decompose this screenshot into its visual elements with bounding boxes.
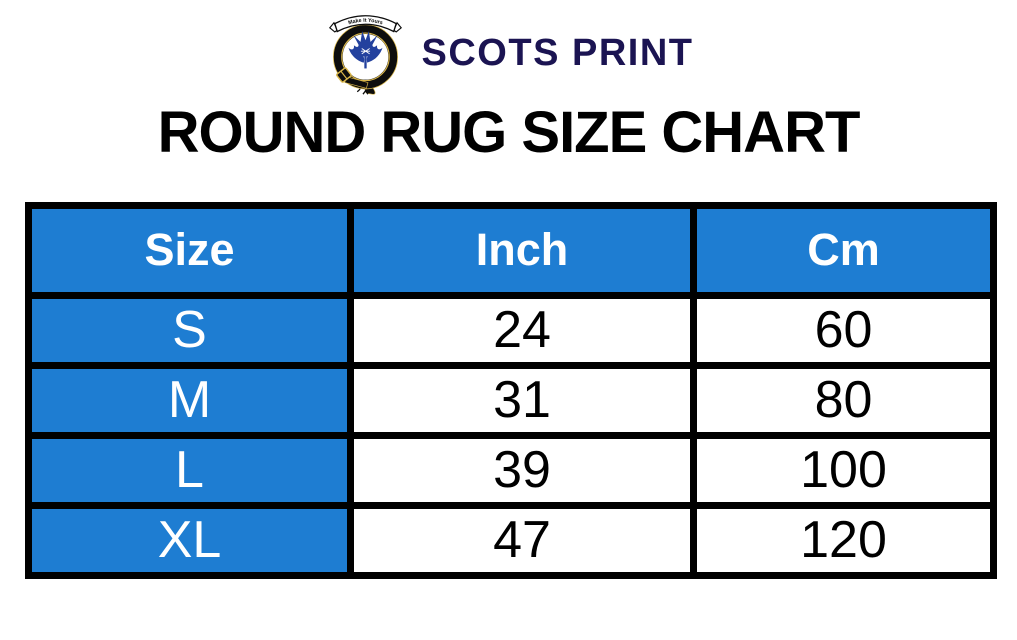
svg-text:Make It Yours: Make It Yours [347,17,383,26]
size-label: XL [25,501,354,579]
inch-value: 31 [347,361,697,439]
page-title: ROUND RUG SIZE CHART [157,100,861,165]
table-row-l: L 39 100 [25,431,997,509]
table-row-xl: XL 47 120 [25,501,997,579]
buckle-icon [335,66,352,83]
inch-value: 39 [347,431,697,509]
size-label: M [25,361,354,439]
brand-name: SCOTS PRINT [421,31,694,74]
thistle-crest-icon: Make It Yours [328,14,402,95]
cm-value: 60 [690,291,997,369]
brand-header: Make It Yours SCOTS PRINT [0,0,1017,99]
table-row-m: M 31 80 [25,361,997,439]
crest-banner-text: Make It Yours [347,17,383,26]
inch-value: 47 [347,501,697,579]
inch-value: 24 [347,291,697,369]
header-row: Size Inch Cm [25,201,997,299]
size-chart-table: Size Inch Cm S 24 60 M 31 80 L 39 100 XL… [25,201,997,579]
cm-value: 80 [690,361,997,439]
column-header-size: Size [25,201,354,299]
table-row-s: S 24 60 [25,291,997,369]
size-label: L [25,431,354,509]
crest-banner: Make It Yours [328,14,402,33]
cm-value: 100 [690,431,997,509]
size-label: S [25,291,354,369]
column-header-inch: Inch [347,201,697,299]
column-header-cm: Cm [690,201,997,299]
cm-value: 120 [690,501,997,579]
